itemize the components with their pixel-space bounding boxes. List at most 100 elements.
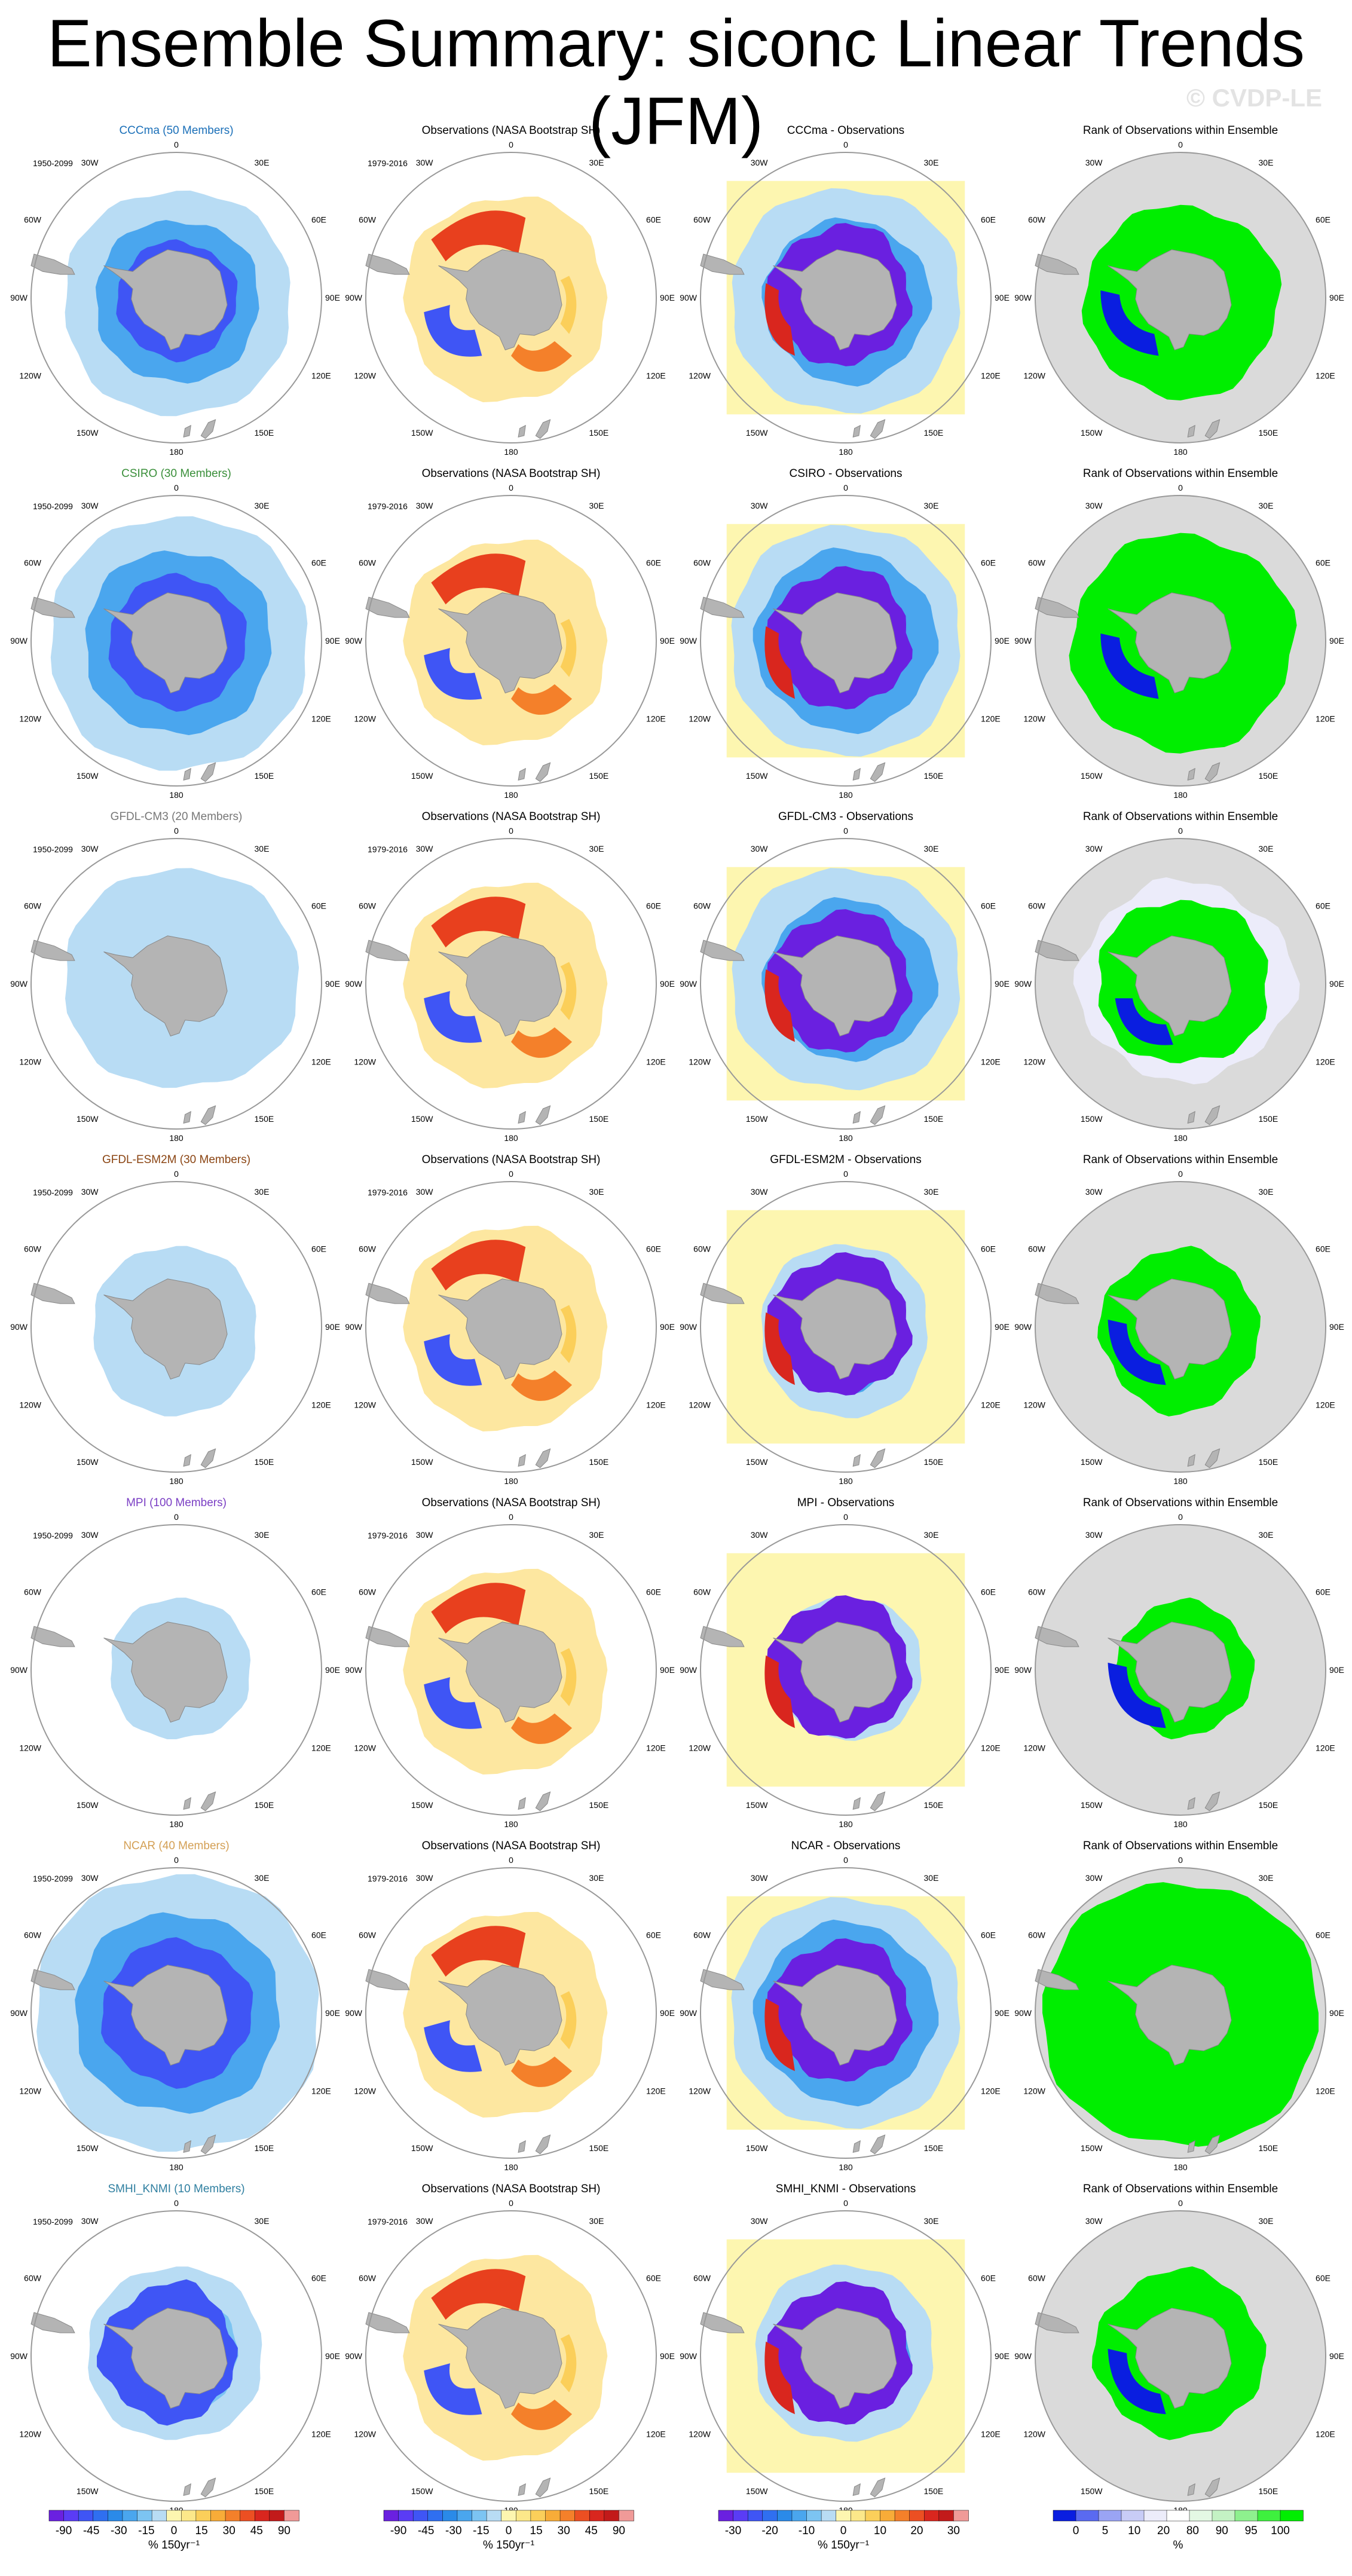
new-zealand-landmass <box>200 1105 216 1125</box>
colorbar-swatch <box>195 2510 212 2522</box>
colorbar-swatch <box>151 2510 167 2522</box>
lon-label-n90w: 90W <box>10 636 28 645</box>
colorbar-swatch <box>516 2510 531 2522</box>
antarctica-landmass <box>1108 1622 1232 1723</box>
lon-label-n90w: 90W <box>10 2351 28 2361</box>
lon-label-n60w: 60W <box>1028 215 1046 225</box>
lon-label-n180: 180 <box>169 790 183 800</box>
lon-label-n60w: 60W <box>693 558 711 568</box>
obs-negative-ross <box>424 2363 482 2415</box>
lon-label-n120w: 120W <box>19 1057 41 1067</box>
lon-label-n60w: 60W <box>693 215 711 225</box>
lon-label-n180: 180 <box>1173 1819 1188 1829</box>
lon-label-n30e: 30E <box>924 1873 939 1883</box>
lon-label-n90e: 90E <box>1329 2351 1344 2361</box>
colorbar-swatch <box>806 2510 822 2522</box>
colorbar-tick-label: -30 <box>111 2525 127 2537</box>
lon-label-n150w: 150W <box>77 2486 99 2496</box>
colorbar-tick-label: -30 <box>445 2525 461 2537</box>
lon-label-n120w: 120W <box>19 714 41 724</box>
lon-label-n30e: 30E <box>255 1873 270 1883</box>
lon-label-n120e: 120E <box>981 371 1001 381</box>
colorbar-swatch <box>589 2510 605 2522</box>
lon-label-n0: 0 <box>174 1855 179 1865</box>
panel-title: Rank of Observations within Ensemble <box>1083 467 1278 480</box>
lon-label-n150w: 150W <box>77 1457 99 1467</box>
colorbar-tick-label: 45 <box>250 2525 263 2537</box>
colorbar-swatch <box>1166 2510 1190 2522</box>
colorbar-swatch <box>1234 2510 1258 2522</box>
antarctica-landmass <box>773 2308 897 2409</box>
new-zealand-landmass <box>870 762 886 782</box>
lon-label-n90e: 90E <box>325 636 340 645</box>
map-boundary <box>365 152 657 443</box>
lon-label-n180: 180 <box>504 1133 518 1143</box>
lon-label-n150w: 150W <box>746 771 768 781</box>
lon-label-n60w: 60W <box>359 215 377 225</box>
rank-low <box>1108 1662 1166 1728</box>
page-title: Ensemble Summary: siconc Linear Trends (… <box>47 6 1305 158</box>
colorbar-swatch <box>1143 2510 1167 2522</box>
lon-label-n90w: 90W <box>1014 979 1032 989</box>
new-zealand-landmass <box>200 762 216 782</box>
lon-label-n60w: 60W <box>1028 1587 1046 1597</box>
new-zealand-landmass <box>1204 1791 1221 1812</box>
tasmania-landmass <box>518 424 526 438</box>
lon-label-n90w: 90W <box>680 2351 698 2361</box>
lon-label-n90e: 90E <box>995 1322 1010 1332</box>
lon-label-n120e: 120E <box>1316 1400 1335 1410</box>
colorbar-tick-label: 0 <box>506 2525 512 2537</box>
panel-diff-6: SMHI_KNMI - Observations 0 30E 60E 90E 120E 15… <box>680 2183 1010 2515</box>
lon-label-n120w: 120W <box>689 371 711 381</box>
new-zealand-landmass <box>870 1105 886 1125</box>
lon-label-n30e: 30E <box>924 1530 939 1540</box>
lon-label-n90e: 90E <box>995 293 1010 302</box>
lon-label-n120w: 120W <box>1023 1057 1045 1067</box>
lon-label-n30w: 30W <box>1085 1187 1103 1197</box>
colorbar-tick-label: -90 <box>390 2525 406 2537</box>
panel-rank-5: Rank of Observations within Ensemble 0 30E… <box>1014 1840 1344 2172</box>
lon-label-n60w: 60W <box>24 1931 42 1940</box>
colorbar-swatch <box>909 2510 925 2522</box>
lon-label-n120e: 120E <box>981 1743 1001 1753</box>
map-boundary <box>30 495 322 787</box>
lon-label-n0: 0 <box>1178 2198 1183 2208</box>
lon-label-n0: 0 <box>174 1169 179 1179</box>
lon-label-n30w: 30W <box>1085 158 1103 167</box>
south-america-landmass <box>365 253 410 275</box>
period-label: 1950-2099 <box>33 2217 73 2226</box>
lon-label-n120w: 120W <box>19 2087 41 2096</box>
lon-label-n120w: 120W <box>689 2087 711 2096</box>
obs-negative-ross <box>424 2020 482 2072</box>
tasmania-landmass <box>852 2140 861 2153</box>
lon-label-n60w: 60W <box>359 558 377 568</box>
period-label: 1979-2016 <box>368 1531 408 1540</box>
colorbar-swatch <box>166 2510 182 2522</box>
panel-model-3: GFDL-ESM2M (30 Members) 1950-2099 0 30E 60E 9… <box>10 1154 340 1486</box>
map-boundary <box>365 838 657 1130</box>
lon-label-n90w: 90W <box>1014 2008 1032 2018</box>
lon-label-n150e: 150E <box>924 1457 944 1467</box>
lon-label-n90e: 90E <box>995 1665 1010 1675</box>
south-america-landmass <box>365 940 410 961</box>
map-boundary <box>30 838 322 1130</box>
colorbar-swatch <box>747 2510 763 2522</box>
lon-label-n150e: 150E <box>589 2143 609 2153</box>
lon-label-n180: 180 <box>839 2162 853 2172</box>
colorbar-swatch <box>604 2510 620 2522</box>
panel-title: MPI - Observations <box>797 1497 895 1509</box>
colorbar-swatch <box>1121 2510 1145 2522</box>
lon-label-n0: 0 <box>1178 1169 1183 1179</box>
antarctica-landmass <box>438 2308 562 2409</box>
tasmania-landmass <box>852 1454 861 1467</box>
panel-rank-1: Rank of Observations within Ensemble 0 30E… <box>1014 467 1344 800</box>
panel-title: Observations (NASA Bootstrap SH) <box>422 810 601 823</box>
panel-diff-1: CSIRO - Observations 0 30E 60E 90E 120E 150E 18… <box>680 467 1010 800</box>
south-america-landmass <box>700 253 745 275</box>
lon-label-n150w: 150W <box>746 1800 768 1810</box>
lon-label-n120w: 120W <box>689 1743 711 1753</box>
colorbar-swatch <box>181 2510 197 2522</box>
lon-label-n150e: 150E <box>1259 2143 1278 2153</box>
panel-diff-0: CCCma - Observations 0 30E 60E 90E 120E 150E 18… <box>680 124 1010 457</box>
